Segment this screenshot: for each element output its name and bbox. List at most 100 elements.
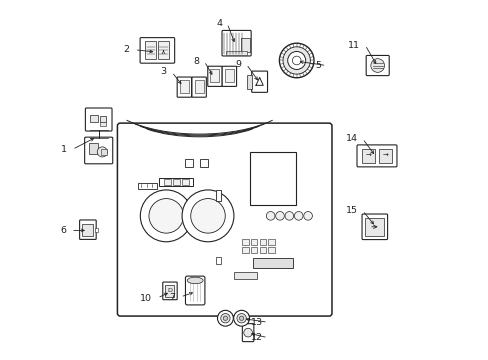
Text: 5: 5	[315, 61, 321, 70]
FancyBboxPatch shape	[85, 108, 112, 131]
FancyBboxPatch shape	[117, 123, 331, 316]
Text: 6: 6	[60, 226, 66, 235]
Circle shape	[233, 310, 249, 326]
Text: 7: 7	[169, 292, 175, 302]
FancyBboxPatch shape	[366, 55, 388, 76]
Text: 9: 9	[235, 60, 241, 69]
FancyBboxPatch shape	[177, 77, 191, 97]
Circle shape	[292, 56, 301, 65]
FancyBboxPatch shape	[222, 66, 236, 86]
FancyBboxPatch shape	[84, 137, 113, 164]
Bar	[252, 258, 292, 268]
Text: 15: 15	[345, 206, 357, 215]
Text: 4: 4	[216, 19, 222, 28]
Circle shape	[182, 190, 233, 242]
Bar	[268, 239, 274, 245]
Circle shape	[217, 310, 233, 326]
Bar	[158, 178, 192, 186]
Text: 10: 10	[140, 294, 152, 302]
Circle shape	[223, 316, 227, 320]
Text: →: →	[382, 153, 388, 159]
Bar	[158, 41, 168, 59]
Bar	[90, 115, 98, 122]
FancyBboxPatch shape	[222, 31, 251, 56]
Circle shape	[283, 47, 310, 74]
FancyBboxPatch shape	[356, 145, 396, 167]
Bar	[250, 247, 257, 253]
Ellipse shape	[187, 277, 203, 284]
Circle shape	[244, 328, 252, 337]
Circle shape	[285, 212, 293, 220]
Bar	[215, 257, 221, 264]
Bar	[378, 149, 391, 163]
Bar	[88, 143, 98, 154]
FancyBboxPatch shape	[190, 199, 225, 233]
Text: 1: 1	[61, 145, 67, 154]
Bar	[180, 80, 188, 93]
Bar	[82, 224, 93, 236]
Text: D: D	[167, 288, 172, 293]
Bar	[100, 122, 106, 126]
FancyBboxPatch shape	[163, 282, 177, 300]
Circle shape	[294, 212, 303, 220]
Circle shape	[287, 51, 305, 69]
Circle shape	[190, 199, 225, 233]
Text: →: →	[365, 153, 370, 159]
Bar	[182, 179, 188, 185]
Bar	[242, 239, 248, 245]
Text: 2: 2	[123, 45, 129, 54]
FancyBboxPatch shape	[361, 214, 387, 240]
Circle shape	[220, 314, 230, 323]
FancyBboxPatch shape	[80, 220, 96, 239]
Bar	[246, 75, 252, 89]
Circle shape	[97, 147, 107, 157]
Text: 8: 8	[193, 57, 199, 66]
Bar	[233, 272, 257, 279]
Text: 13: 13	[250, 318, 263, 327]
Circle shape	[275, 212, 284, 220]
Bar	[242, 247, 248, 253]
Bar	[361, 149, 374, 163]
Bar	[163, 179, 170, 185]
Text: 3: 3	[160, 68, 166, 77]
Circle shape	[149, 199, 183, 233]
Text: 12: 12	[250, 333, 263, 342]
Circle shape	[303, 212, 312, 220]
FancyBboxPatch shape	[140, 37, 174, 63]
Bar	[225, 51, 247, 55]
Bar	[249, 152, 295, 204]
Bar	[259, 239, 265, 245]
Circle shape	[370, 59, 384, 72]
Bar	[268, 247, 274, 253]
FancyBboxPatch shape	[242, 324, 253, 342]
Bar	[137, 183, 157, 189]
FancyBboxPatch shape	[185, 276, 204, 305]
FancyBboxPatch shape	[192, 77, 206, 97]
Bar	[95, 228, 98, 232]
Bar	[215, 190, 221, 201]
Bar	[259, 247, 265, 253]
Circle shape	[266, 212, 274, 220]
Circle shape	[140, 190, 192, 242]
Bar	[224, 69, 233, 82]
Circle shape	[279, 43, 313, 78]
FancyBboxPatch shape	[251, 71, 267, 92]
Bar	[165, 285, 174, 297]
Circle shape	[237, 314, 246, 323]
Bar	[194, 80, 203, 93]
Bar	[200, 159, 207, 167]
Text: 14: 14	[345, 134, 357, 143]
Bar	[240, 38, 249, 52]
Bar	[250, 239, 257, 245]
Bar	[145, 41, 156, 59]
Bar	[210, 69, 219, 82]
Bar	[365, 218, 384, 236]
Bar	[101, 149, 107, 155]
Bar	[100, 116, 106, 122]
Circle shape	[239, 316, 244, 320]
Bar	[173, 179, 179, 185]
FancyBboxPatch shape	[207, 66, 222, 86]
Bar	[185, 159, 193, 167]
Text: 11: 11	[347, 40, 359, 49]
FancyBboxPatch shape	[149, 199, 183, 233]
